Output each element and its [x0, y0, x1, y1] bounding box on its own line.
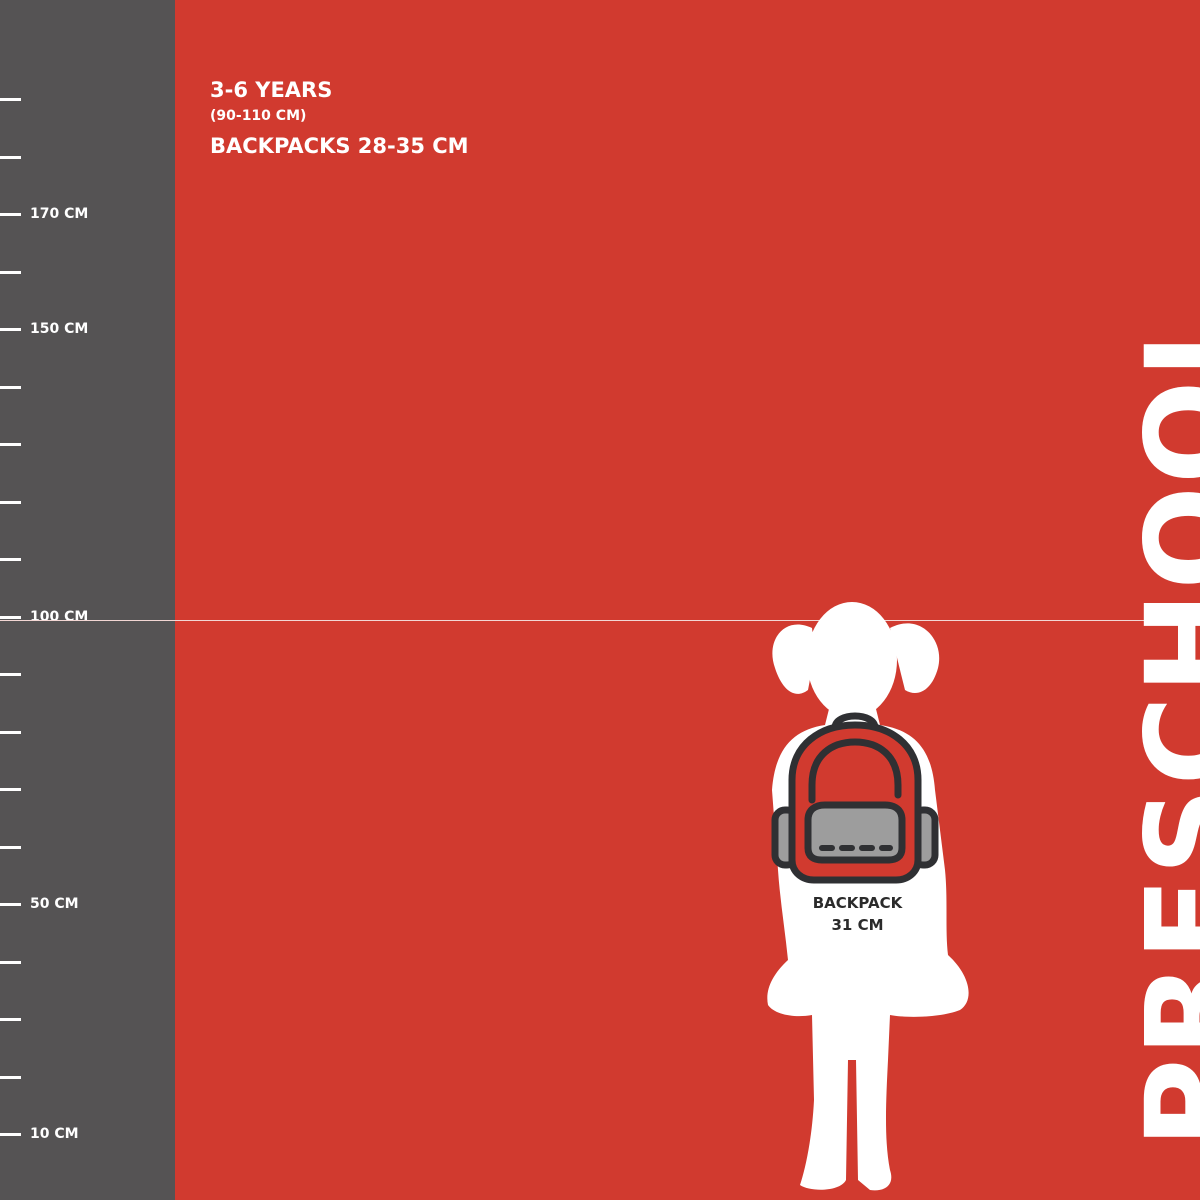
ruler-tick-label: 10 CM — [30, 1126, 79, 1142]
ruler-tick — [0, 788, 21, 791]
ruler-tick — [0, 98, 21, 101]
height-range: (90-110 CM) — [210, 108, 307, 124]
ruler-tick — [0, 558, 21, 561]
ruler-tick — [0, 213, 21, 216]
ruler-tick-label: 170 CM — [30, 206, 89, 222]
ruler-tick — [0, 270, 21, 274]
backpack-size-range: BACKPACKS 28-35 CM — [210, 134, 469, 158]
ruler-tick — [0, 845, 21, 849]
ruler-tick — [0, 500, 21, 504]
ruler-tick — [0, 385, 21, 389]
ruler-tick — [0, 960, 21, 964]
category-title: PRESCHOOL — [1120, 298, 1200, 1148]
height-marker-line — [0, 620, 1200, 621]
ruler-tick — [0, 903, 21, 906]
ruler-tick — [0, 1018, 21, 1021]
ruler-tick — [0, 155, 21, 159]
backpack-label: BACKPACK — [812, 894, 903, 912]
backpack-icon — [771, 712, 939, 884]
ruler-tick-label: 50 CM — [30, 896, 79, 912]
backpack-size: 31 CM — [831, 916, 884, 934]
age-range: 3-6 YEARS — [210, 78, 333, 102]
ruler-tick — [0, 328, 21, 331]
ruler-tick — [0, 1075, 21, 1079]
ruler-tick — [0, 615, 21, 619]
ruler-tick — [0, 443, 21, 446]
ruler-tick — [0, 1133, 21, 1136]
ruler-tick — [0, 673, 21, 676]
ruler-tick — [0, 730, 21, 734]
ruler-tick-label: 150 CM — [30, 321, 89, 337]
